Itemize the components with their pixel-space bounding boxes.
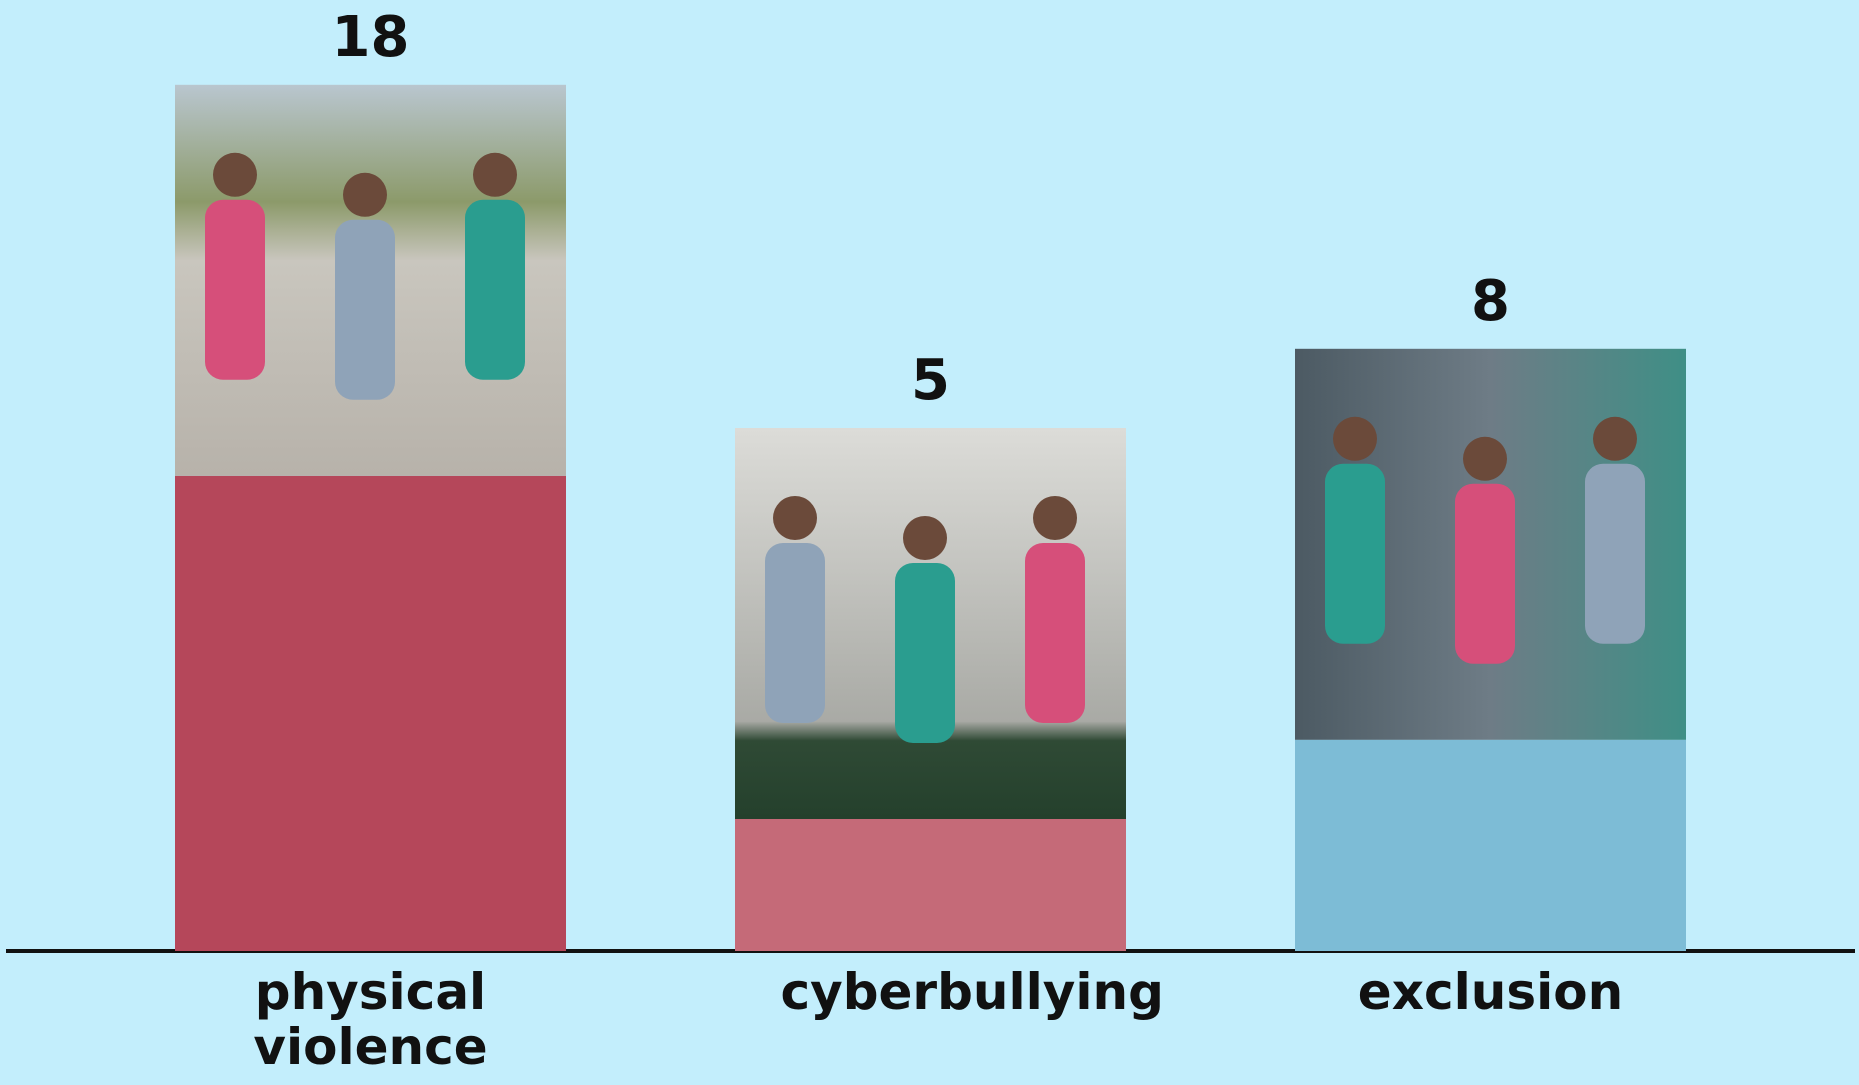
value-label: 5 — [911, 348, 950, 413]
x-tick-label: physical violence — [253, 963, 488, 1076]
photo-figure-head — [1463, 436, 1507, 481]
bar — [175, 475, 566, 951]
photo-figure-body — [1325, 463, 1385, 644]
x-tick-label: cyberbullying — [780, 963, 1164, 1021]
photo-figure-head — [213, 152, 257, 197]
photo-figure-head — [1593, 416, 1637, 461]
photo-figure-body — [465, 199, 525, 380]
photo-figure-body — [205, 199, 265, 380]
value-label: 8 — [1471, 268, 1510, 334]
photo-figure-body — [895, 563, 955, 743]
bar — [735, 819, 1126, 951]
photo-figure-body — [1585, 463, 1645, 644]
photo-figure-head — [1033, 496, 1077, 540]
photo-figure-head — [343, 172, 387, 217]
photo-figure-body — [1025, 543, 1085, 723]
photo-figure-body — [335, 219, 395, 400]
x-tick-label: exclusion — [1357, 963, 1624, 1021]
photo-figure-head — [773, 496, 817, 540]
value-label: 18 — [331, 4, 410, 70]
photo-figure-body — [765, 543, 825, 723]
photo-figure-body — [1455, 483, 1515, 664]
photo-figure-head — [903, 516, 947, 560]
bar — [1295, 739, 1686, 951]
photo-figure-head — [1333, 416, 1377, 461]
photo-figure-head — [473, 152, 517, 197]
